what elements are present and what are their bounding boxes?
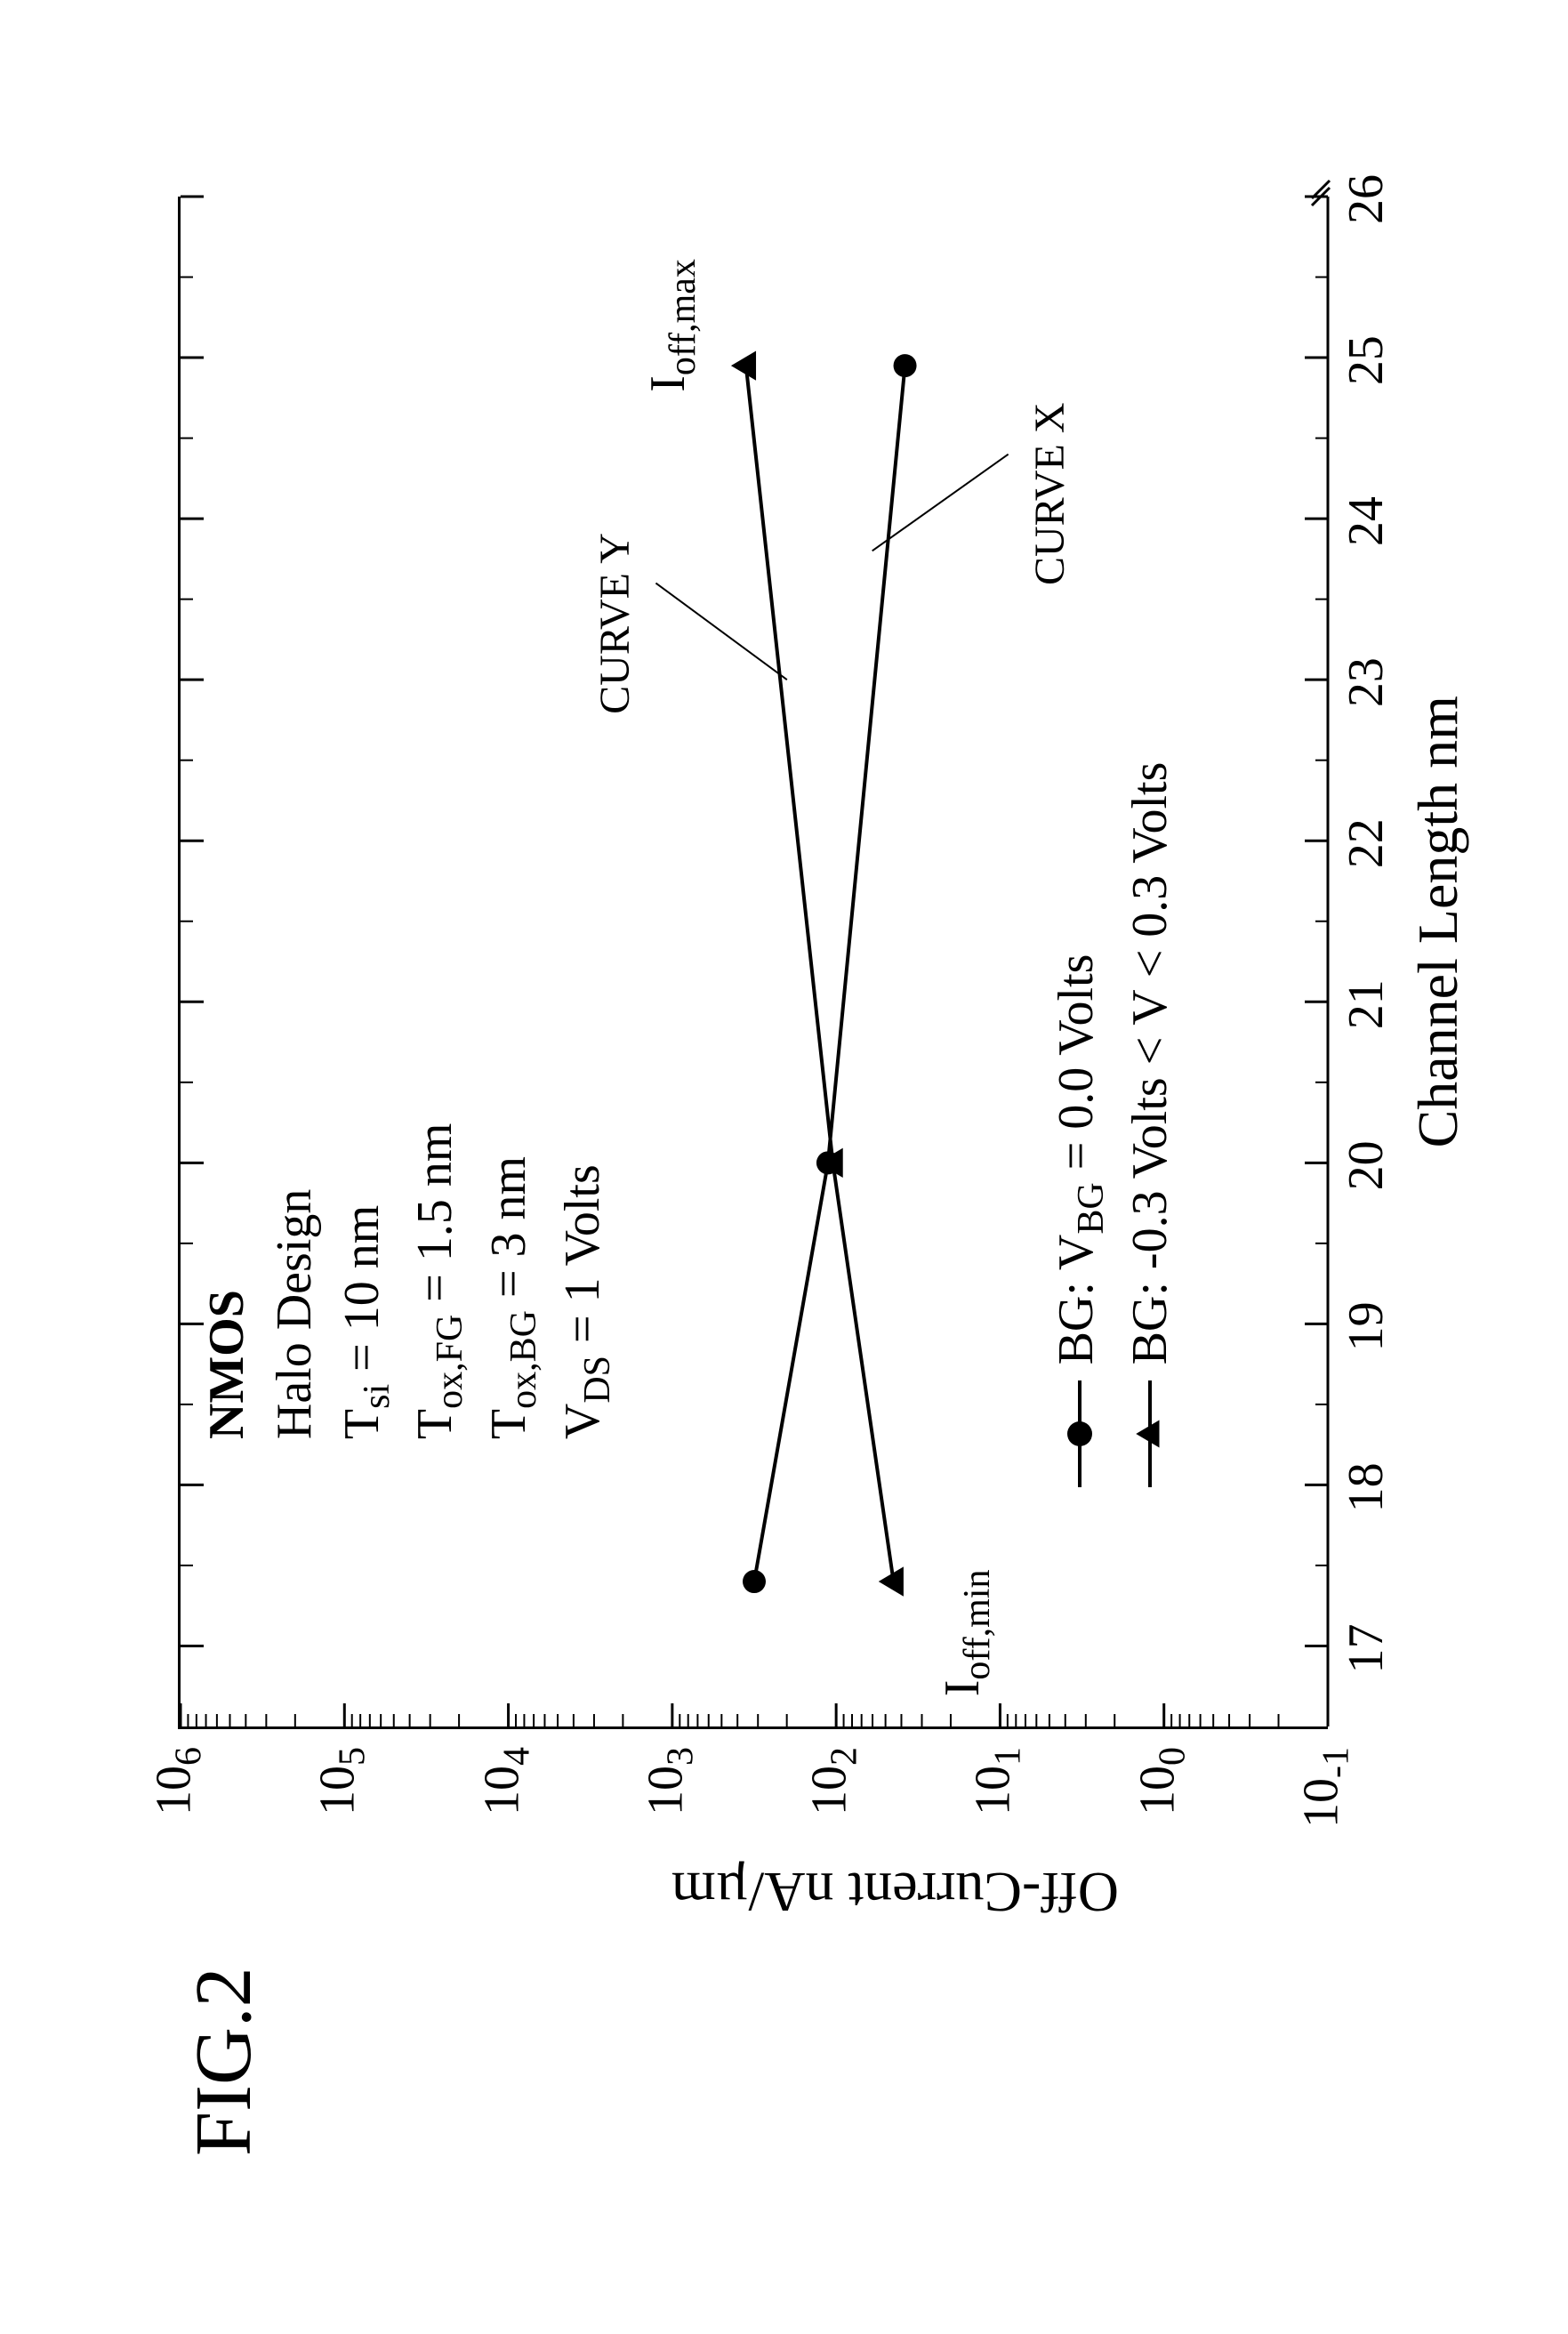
x-tick-label: 21	[1338, 979, 1395, 1029]
x-tick-label: 20	[1338, 1140, 1395, 1190]
x-tick-label: 19	[1338, 1301, 1395, 1351]
circle-icon	[1065, 1419, 1095, 1449]
x-tick-label: 22	[1338, 818, 1395, 868]
x-tick-label: 18	[1338, 1462, 1395, 1512]
y-tick-label: 103	[637, 1747, 702, 1845]
legend-row: BG: VBG = 0.0 Volts	[1048, 762, 1113, 1488]
x-tick-label: 25	[1338, 335, 1395, 385]
y-tick-label: 104	[473, 1747, 538, 1845]
figure-label: FIG.2	[178, 1967, 269, 2156]
param-line: Halo Design	[261, 1123, 329, 1440]
x-tick-label: 24	[1338, 496, 1395, 546]
x-tick-label: 23	[1338, 657, 1395, 707]
param-line: Tox,BG = 3 nm	[476, 1123, 550, 1440]
param-line: Tsi = 10 nm	[329, 1123, 403, 1440]
rotated-canvas: FIG.2 Channel Length nm Off-Current nA/µ…	[0, 0, 1568, 2334]
y-tick-label: 101	[965, 1747, 1030, 1845]
ioff_max: Ioff,max	[635, 259, 709, 392]
page: FIG.2 Channel Length nm Off-Current nA/µ…	[0, 0, 1568, 2334]
legend-line-icon	[1078, 1380, 1082, 1487]
x-axis-label: Channel Length nm	[1405, 696, 1471, 1147]
y-tick-label: 102	[801, 1747, 866, 1845]
y-tick-label: 106	[145, 1747, 210, 1845]
curve_y	[746, 366, 894, 1581]
y-tick-label: 10-1	[1292, 1747, 1357, 1845]
curve_x-label: CURVE X	[1022, 403, 1080, 586]
legend-text: BG: VBG = 0.0 Volts	[1048, 954, 1113, 1365]
param-line: Tox,FG = 1.5 nm	[402, 1123, 476, 1440]
ioff_min: Ioff,min	[929, 1570, 1003, 1697]
triangle-icon	[1135, 1419, 1165, 1449]
curve_y-label: CURVE Y	[587, 533, 645, 714]
parameter-note-block: NMOSHalo DesignTsi = 10 nmTox,FG = 1.5 n…	[194, 1123, 623, 1440]
legend-line-icon	[1148, 1380, 1152, 1487]
param-line: VDS = 1 Volts	[550, 1123, 623, 1440]
x-tick-label: 17	[1338, 1623, 1395, 1673]
legend: BG: VBG = 0.0 VoltsBG: -0.3 Volts < V < …	[1039, 762, 1187, 1488]
y-axis-label: Off-Current nA/µm	[671, 1859, 1119, 1925]
param-line: NMOS	[194, 1123, 261, 1440]
legend-row: BG: -0.3 Volts < V < 0.3 Volts	[1122, 762, 1178, 1488]
y-tick-label: 100	[1129, 1747, 1194, 1845]
x-tick-label: 26	[1338, 174, 1395, 224]
legend-text: BG: -0.3 Volts < V < 0.3 Volts	[1122, 762, 1178, 1365]
y-tick-label: 105	[310, 1747, 374, 1845]
curve_x	[754, 366, 905, 1581]
